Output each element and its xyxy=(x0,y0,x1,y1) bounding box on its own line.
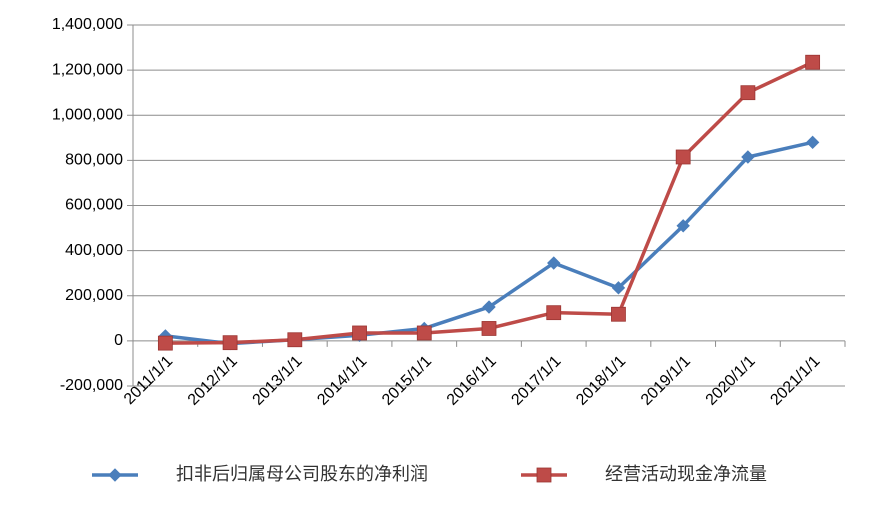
x-tick-label: 2019/1/1 xyxy=(638,353,694,409)
x-tick-label: 2017/1/1 xyxy=(508,353,564,409)
data-point-square xyxy=(536,467,552,483)
data-point-square xyxy=(416,325,432,341)
data-point-diamond xyxy=(805,135,820,150)
legend-item-2: 经营活动现金净流量 xyxy=(521,464,767,484)
data-point-diamond xyxy=(611,281,626,295)
x-tick-label: 2013/1/1 xyxy=(250,353,306,409)
x-tick-label: 2018/1/1 xyxy=(573,353,629,409)
x-tick-label: 2012/1/1 xyxy=(185,353,241,409)
data-point-diamond xyxy=(741,150,755,164)
y-tick-label: 1,400,000 xyxy=(52,16,123,33)
y-tick-label: 800,000 xyxy=(65,152,123,169)
data-point-diamond xyxy=(676,219,690,233)
x-tick-label: 2014/1/1 xyxy=(314,353,370,409)
data-point-square xyxy=(157,335,173,351)
data-point-diamond xyxy=(547,256,561,270)
y-tick-label: 400,000 xyxy=(65,242,123,259)
data-point-diamond xyxy=(108,468,122,482)
x-axis-tick-labels: 2011/1/1 2012/1/1 2013/1/1 2014/1/1 2015/1/1… xyxy=(121,353,824,409)
legend-label: 扣非后归属母公司股东的净利润 xyxy=(176,464,428,484)
y-tick-label: -200,000 xyxy=(60,377,123,394)
data-point-square xyxy=(740,85,756,101)
legend: 扣非后归属母公司股东的净利润 经营活动现金净流量 xyxy=(92,464,767,484)
data-point-square xyxy=(287,332,303,348)
y-tick-label: 600,000 xyxy=(65,197,123,214)
y-tick-label: 1,000,000 xyxy=(52,106,123,123)
y-tick-label: 200,000 xyxy=(65,287,123,304)
x-tick-label: 2015/1/1 xyxy=(379,353,435,409)
series-layer xyxy=(157,54,821,351)
y-tick-label: 1,200,000 xyxy=(52,61,123,78)
x-tick-label: 2011/1/1 xyxy=(121,353,176,408)
legend-item-1: 扣非后归属母公司股东的净利润 xyxy=(92,464,428,484)
data-point-square xyxy=(222,335,238,351)
x-tick-label: 2016/1/1 xyxy=(444,353,500,409)
data-point-square xyxy=(352,325,367,341)
data-point-square xyxy=(675,149,691,165)
data-point-diamond xyxy=(482,300,496,314)
series-1 xyxy=(158,135,820,351)
y-axis-tick-labels: -200,000 0 200,000 400,000 600,000 800,000 1,0… xyxy=(52,16,123,394)
y-tick-label: 0 xyxy=(114,332,123,349)
series-2 xyxy=(157,54,821,351)
x-tick-label: 2020/1/1 xyxy=(703,353,759,409)
data-point-square xyxy=(805,54,821,70)
data-point-square xyxy=(611,306,626,322)
data-point-square xyxy=(481,321,497,336)
legend-label: 经营活动现金净流量 xyxy=(605,464,767,484)
gridlines xyxy=(133,24,845,387)
data-point-square xyxy=(546,305,562,321)
x-tick-label: 2021/1/1 xyxy=(767,353,823,409)
